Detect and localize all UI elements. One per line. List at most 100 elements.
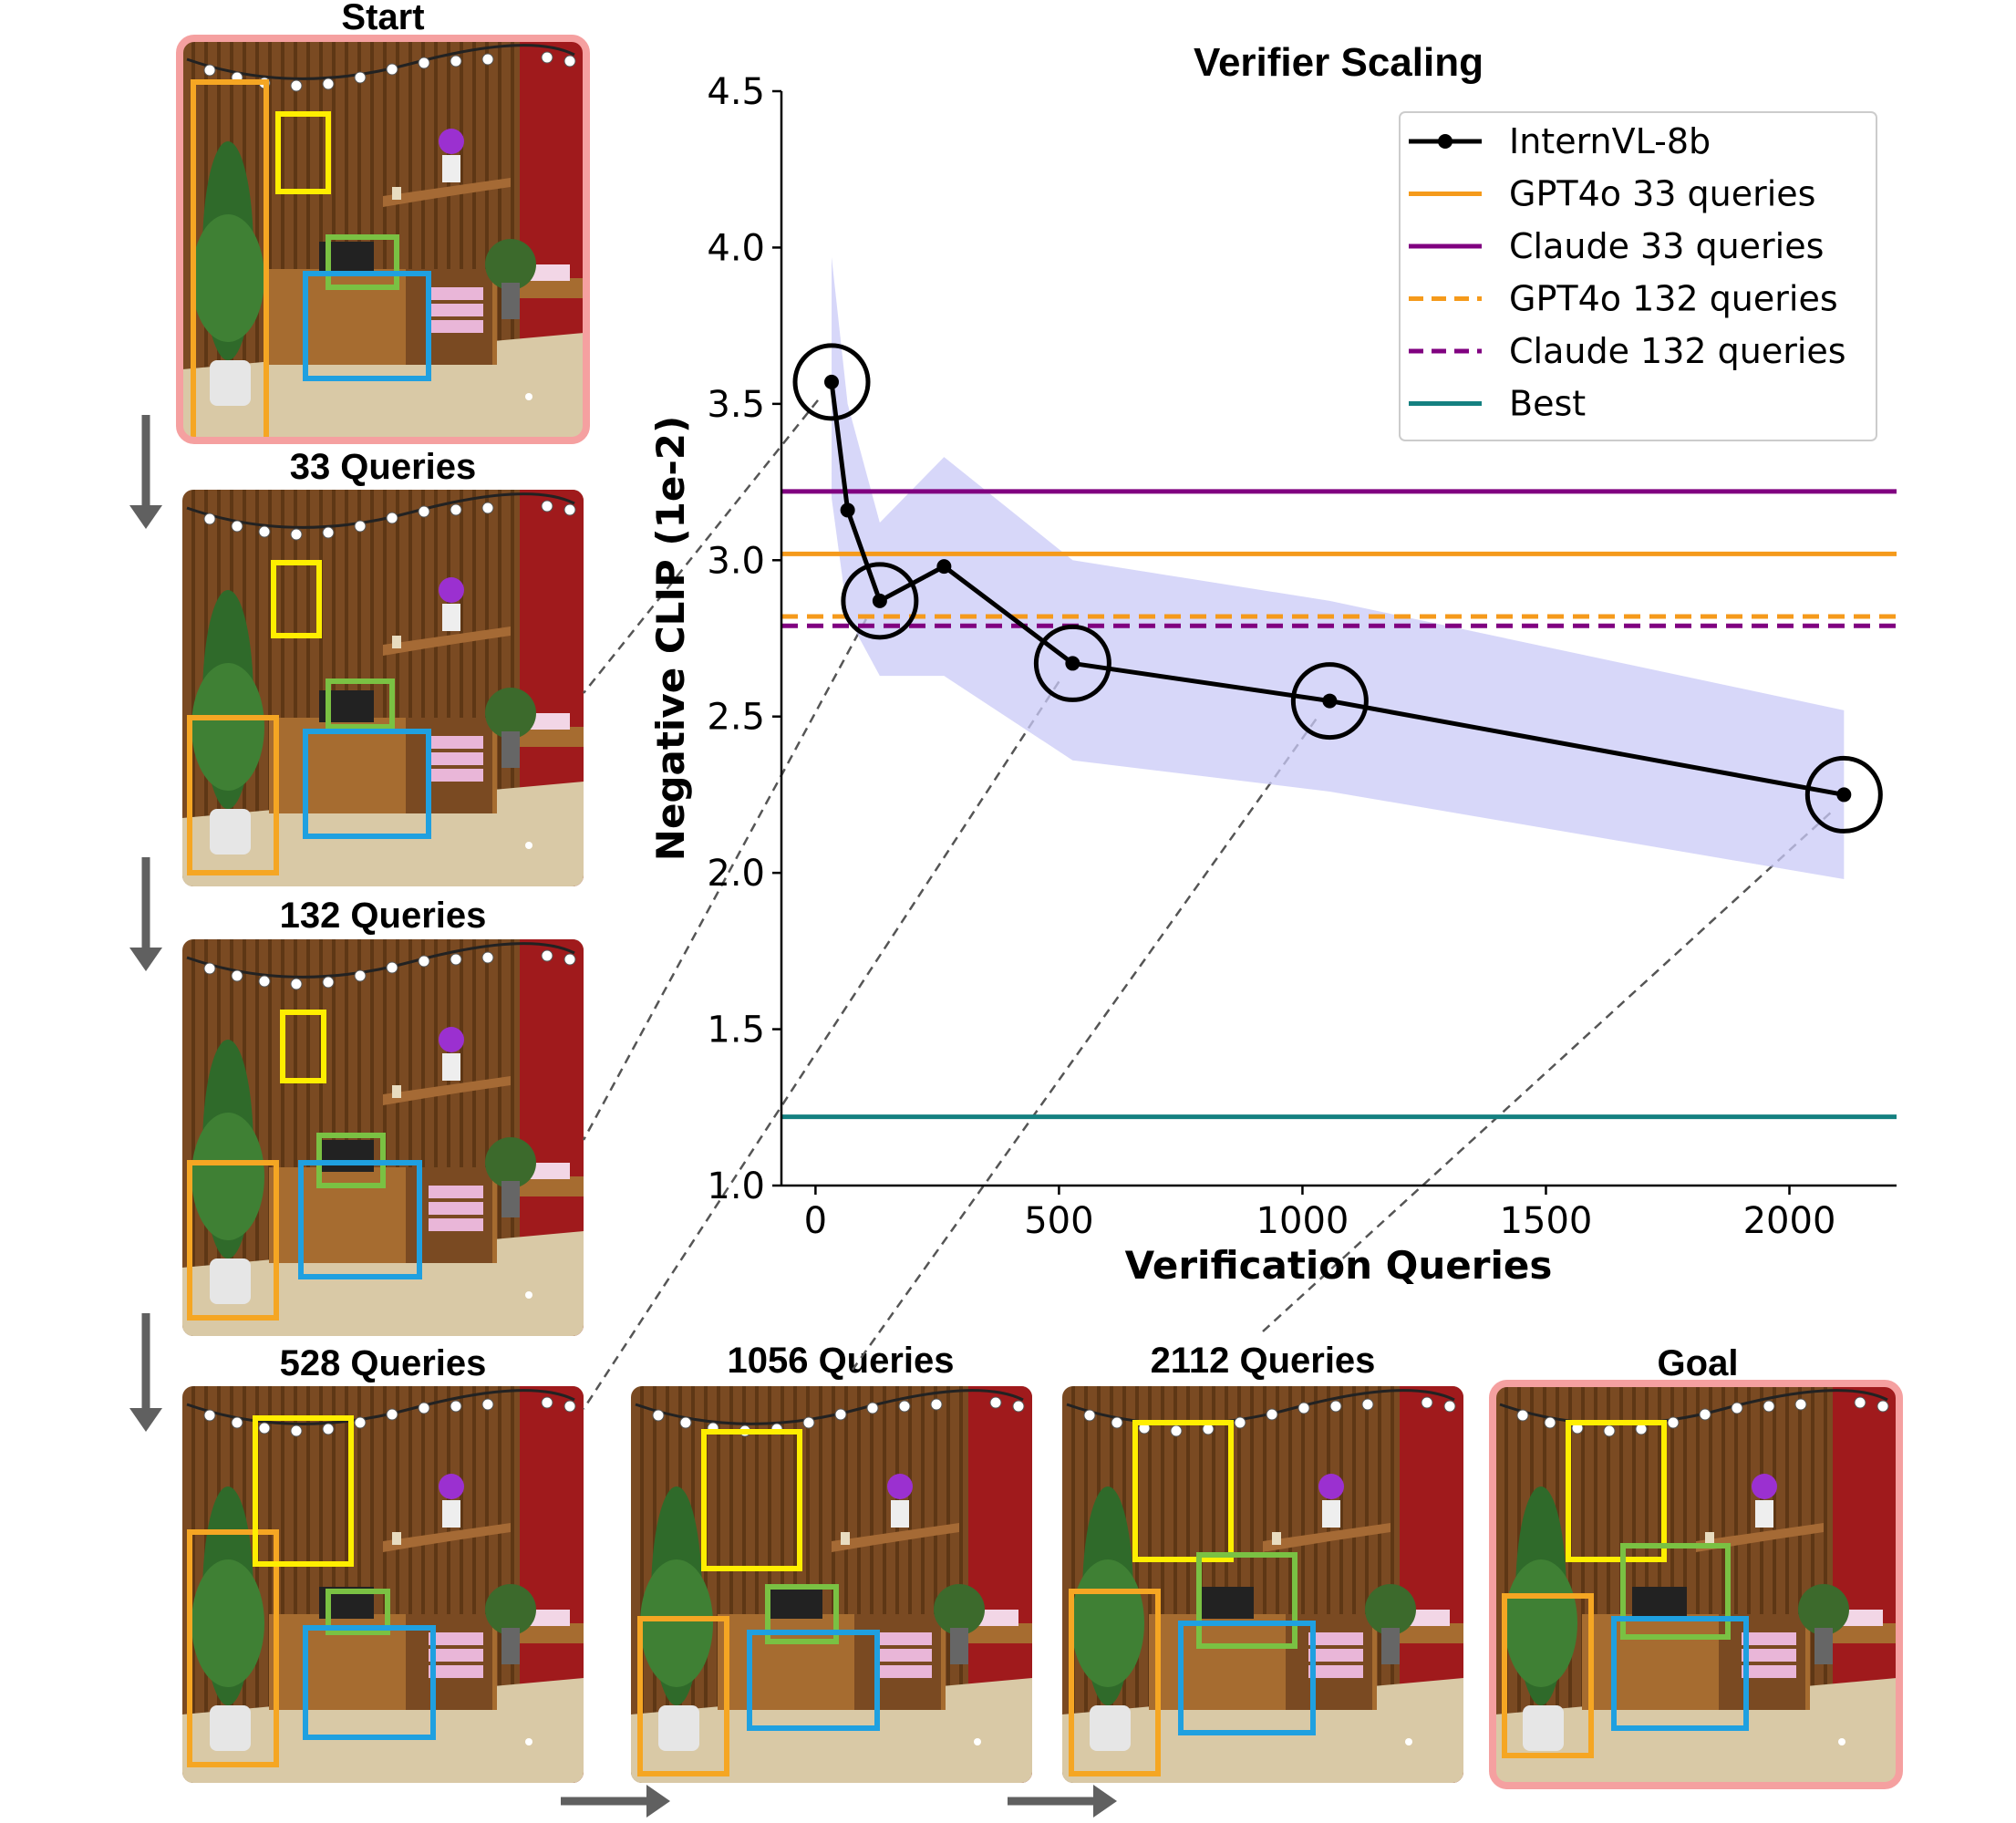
arrow-group (129, 415, 1117, 1818)
plant-box (637, 1616, 729, 1776)
scene-image (182, 41, 584, 438)
axes (780, 91, 1897, 1187)
y-tick-label: 4.5 (707, 71, 765, 113)
scene-image (182, 490, 584, 886)
frame-box (253, 1415, 354, 1567)
plant-box (187, 715, 279, 875)
highlight-circle (792, 343, 871, 421)
connector-line (583, 399, 819, 694)
scene-panel (182, 1386, 584, 1783)
scene-panel (176, 35, 590, 444)
panel-label: Goal (1658, 1343, 1739, 1383)
legend-item: GPT4o 132 queries (1409, 279, 1838, 319)
panel-label: 1056 Queries (727, 1341, 954, 1381)
y-axis-label: Negative CLIP (1e-2) (648, 416, 693, 861)
plant-box (1502, 1593, 1594, 1758)
y-tick-label: 2.5 (707, 697, 765, 739)
confidence-band (832, 256, 1845, 879)
legend-item: InternVL-8b (1409, 121, 1711, 161)
cabinet-box (1178, 1621, 1316, 1735)
down-arrow-icon (129, 1313, 162, 1432)
legend: InternVL-8b GPT4o 33 queries Claude 33 que… (1399, 111, 1877, 441)
chart: Verifier Scaling 1.0 1.5 2.0 2.5 3.0 3.5 4.0 4.… (648, 40, 1897, 1288)
legend-item: GPT4o 33 queries (1409, 174, 1815, 214)
cabinet-box (303, 1625, 436, 1740)
panel-label: 2112 Queries (1151, 1341, 1376, 1381)
y-ticks: 1.0 1.5 2.0 2.5 3.0 3.5 4.0 4.5 (707, 71, 781, 1207)
tv-box (765, 1584, 839, 1644)
frame-box (1566, 1420, 1667, 1562)
x-axis-label: Verification Queries (1125, 1243, 1553, 1288)
down-arrow-icon (129, 415, 162, 529)
scene-image (1062, 1386, 1463, 1783)
highlight-circle (1290, 662, 1369, 741)
tv-box (1196, 1552, 1297, 1649)
highlight-circle (1033, 624, 1111, 702)
right-arrow-icon (1008, 1785, 1117, 1818)
y-tick-label: 2.0 (707, 853, 765, 895)
y-tick-label: 1.0 (707, 1165, 765, 1207)
y-tick-label: 3.5 (707, 384, 765, 426)
plant-box (191, 79, 269, 438)
plant-box (187, 1529, 279, 1767)
scene-image (182, 939, 584, 1336)
plant-box (1069, 1589, 1161, 1776)
data-point (1836, 787, 1852, 803)
scene-panel (182, 939, 584, 1336)
connector-line (1262, 812, 1832, 1332)
cabinet-box (303, 729, 431, 839)
frame-box (271, 560, 322, 638)
highlight-border (176, 35, 590, 444)
data-point (1322, 693, 1338, 709)
panel-label: Start (341, 0, 424, 37)
scene-image (1495, 1386, 1897, 1783)
frame-box (280, 1010, 326, 1083)
legend-frame (1399, 111, 1877, 441)
panel-label: 132 Queries (280, 896, 487, 936)
data-point (1065, 656, 1080, 671)
right-arrow-icon (561, 1785, 670, 1818)
data-point (872, 593, 887, 608)
cabinet-box (747, 1630, 880, 1731)
tv-box (326, 234, 399, 290)
legend-item: Claude 132 queries (1409, 331, 1846, 371)
legend-label: InternVL-8b (1509, 121, 1711, 161)
frame-box (275, 111, 331, 194)
x-ticks: 0 500 1000 1500 2000 (804, 1186, 1835, 1242)
connector-line (582, 618, 867, 1141)
cabinet-box (303, 271, 431, 381)
tv-box (326, 1589, 390, 1635)
legend-label: Best (1509, 384, 1586, 424)
legend-item: Best (1409, 384, 1586, 424)
data-point (824, 374, 840, 389)
legend-item: Claude 33 queries (1409, 226, 1824, 266)
legend-label: Claude 33 queries (1509, 226, 1824, 266)
cabinet-box (1611, 1616, 1749, 1731)
legend-label: Claude 132 queries (1509, 331, 1846, 371)
y-tick-label: 4.0 (707, 227, 765, 269)
panel-group: Start 33 Queries 132 Queries 528 Queries 105… (176, 0, 1903, 1789)
legend-label: GPT4o 33 queries (1509, 174, 1815, 214)
panel-label: 33 Queries (290, 447, 477, 487)
frame-box (701, 1429, 802, 1571)
x-tick-label: 1000 (1256, 1200, 1349, 1242)
x-tick-label: 0 (804, 1200, 827, 1242)
series-points (824, 374, 1852, 803)
chart-title: Verifier Scaling (1194, 40, 1484, 85)
x-tick-label: 500 (1024, 1200, 1093, 1242)
frame-box (1132, 1420, 1234, 1562)
scene-image (182, 1386, 584, 1783)
highlight-circles (792, 343, 1883, 834)
highlight-circle (1804, 755, 1883, 834)
y-tick-label: 3.0 (707, 540, 765, 582)
scene-panel (1489, 1380, 1903, 1789)
highlight-circle (841, 562, 919, 640)
down-arrow-icon (129, 857, 162, 971)
plant-box (187, 1160, 279, 1321)
scene-image (631, 1386, 1032, 1783)
legend-marker (1438, 134, 1453, 149)
panel-label: 528 Queries (280, 1343, 487, 1383)
y-tick-label: 1.5 (707, 1010, 765, 1051)
data-point (936, 559, 952, 575)
